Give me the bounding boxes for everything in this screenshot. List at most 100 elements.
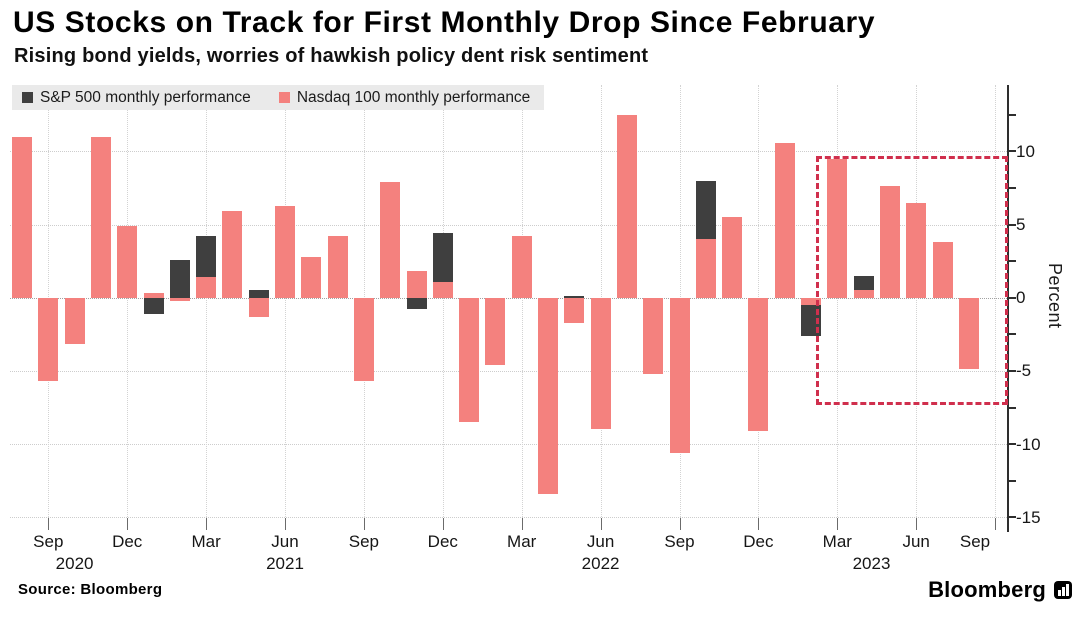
- bar-nasdaq: [64, 297, 85, 345]
- x-axis-tick: [679, 518, 681, 530]
- bar-nasdaq: [538, 297, 558, 494]
- x-axis-tick: [916, 518, 918, 530]
- legend-item-sp500: S&P 500 monthly performance: [22, 89, 251, 107]
- bar-sp500: [432, 233, 453, 298]
- sp500-swatch-icon: [22, 92, 33, 103]
- h-gridline: [10, 370, 1007, 372]
- x-tick-label: Jun: [586, 532, 615, 551]
- bar-nasdaq: [90, 136, 111, 298]
- bar-nasdaq: [695, 239, 716, 298]
- x-year-label: 2023: [852, 554, 891, 573]
- source-note: Source: Bloomberg: [18, 581, 163, 598]
- x-axis-tick: [600, 518, 602, 530]
- y-axis-tick: [1009, 113, 1016, 116]
- h-gridline: [10, 444, 1007, 446]
- y-axis-tick: [1009, 369, 1016, 372]
- x-tick-label: Sep: [33, 532, 64, 551]
- x-tick-label: Sep: [348, 532, 380, 551]
- x-tick-label: Mar: [822, 532, 852, 551]
- bar-nasdaq: [511, 236, 532, 298]
- h-gridline: [10, 151, 1007, 153]
- x-axis-tick: [363, 518, 365, 530]
- bar-nasdaq: [958, 297, 979, 370]
- chart-subtitle: Rising bond yields, worries of hawkish p…: [14, 45, 649, 67]
- highlight-dashed-box: [816, 155, 1008, 405]
- legend-label-sp500: S&P 500 monthly performance: [40, 88, 251, 106]
- v-gridline: [127, 85, 129, 523]
- y-tick-label: 5: [1016, 215, 1026, 234]
- y-axis-tick: [1009, 443, 1016, 446]
- bloomberg-chart-icon: [1054, 581, 1072, 599]
- y-tick-label: 10: [1016, 141, 1035, 161]
- y-axis-tick: [1009, 260, 1016, 263]
- x-axis-tick: [127, 518, 129, 530]
- legend-label-nasdaq: Nasdaq 100 monthly performance: [296, 88, 531, 106]
- bar-nasdaq: [485, 297, 506, 365]
- bloomberg-logo: Bloomberg: [928, 577, 1072, 603]
- bar-sp500: [406, 297, 427, 310]
- bar-nasdaq: [564, 297, 585, 323]
- bar-sp500: [248, 290, 269, 298]
- v-gridline: [916, 85, 918, 523]
- bar-nasdaq: [643, 297, 664, 374]
- bar-nasdaq: [748, 297, 769, 431]
- v-gridline: [837, 85, 839, 523]
- bar-nasdaq: [590, 297, 611, 430]
- bar-nasdaq: [143, 293, 164, 298]
- x-axis-tick: [758, 518, 760, 530]
- bar-nasdaq: [275, 205, 295, 298]
- bar-nasdaq: [248, 297, 269, 317]
- y-axis-title: Percent: [1045, 263, 1065, 329]
- y-axis-line: [1007, 85, 1009, 532]
- bar-nasdaq: [12, 136, 32, 298]
- v-gridline: [995, 85, 997, 523]
- bar-sp500: [801, 297, 821, 336]
- bar-nasdaq: [722, 217, 743, 298]
- y-tick-label: 0: [1016, 288, 1026, 308]
- x-tick-label: Mar: [191, 532, 221, 551]
- bar-nasdaq: [879, 186, 900, 298]
- bar-nasdaq: [196, 277, 217, 298]
- v-gridline: [206, 85, 208, 523]
- bar-nasdaq: [827, 158, 848, 298]
- x-axis-tick: [285, 518, 286, 530]
- bar-nasdaq: [906, 202, 927, 298]
- y-axis-tick: [1009, 150, 1016, 153]
- legend: S&P 500 monthly performance Nasdaq 100 m…: [12, 85, 545, 110]
- bar-nasdaq: [774, 142, 795, 298]
- bar-nasdaq: [169, 297, 190, 301]
- x-year-label: 2021: [266, 554, 304, 573]
- bar-nasdaq: [616, 114, 637, 298]
- x-tick-label: Sep: [959, 532, 991, 551]
- bar-nasdaq: [380, 182, 401, 298]
- x-axis-tick: [995, 518, 997, 530]
- h-gridline: [10, 224, 1007, 226]
- x-axis-tick: [48, 518, 50, 530]
- h-gridline: [10, 517, 1007, 519]
- x-tick-label: Mar: [507, 532, 537, 551]
- bar-nasdaq: [459, 297, 480, 423]
- bar-nasdaq: [117, 226, 138, 298]
- x-tick-label: Dec: [112, 532, 143, 551]
- bar-nasdaq: [327, 236, 348, 298]
- y-tick-label: -15: [1016, 507, 1041, 527]
- bar-sp500: [169, 259, 190, 298]
- bar-nasdaq: [301, 256, 322, 298]
- y-axis-tick: [1009, 296, 1016, 299]
- bar-sp500: [143, 297, 164, 314]
- bar-nasdaq: [853, 290, 874, 298]
- bar-nasdaq: [432, 281, 453, 298]
- bar-nasdaq: [38, 297, 59, 382]
- y-axis-tick: [1009, 479, 1016, 482]
- bar-nasdaq: [669, 297, 690, 453]
- legend-item-nasdaq: Nasdaq 100 monthly performance: [278, 88, 531, 107]
- chart-title: US Stocks on Track for First Monthly Dro…: [13, 6, 876, 39]
- x-axis-tick: [521, 518, 523, 530]
- bloomberg-logo-text: Bloomberg: [928, 577, 1046, 602]
- y-axis-tick: [1009, 186, 1016, 189]
- x-year-label: 2022: [581, 554, 620, 573]
- y-axis-tick: [1009, 516, 1016, 519]
- nasdaq-swatch-icon: [278, 92, 290, 103]
